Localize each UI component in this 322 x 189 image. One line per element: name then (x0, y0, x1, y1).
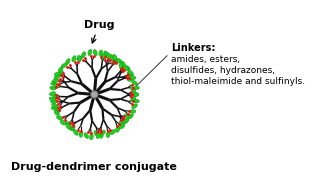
Ellipse shape (51, 100, 57, 103)
Ellipse shape (119, 124, 125, 129)
Ellipse shape (130, 87, 136, 92)
Ellipse shape (109, 54, 114, 60)
Ellipse shape (66, 123, 70, 129)
Ellipse shape (50, 86, 56, 90)
Ellipse shape (51, 106, 58, 110)
Ellipse shape (79, 131, 83, 137)
Ellipse shape (56, 106, 61, 112)
Ellipse shape (104, 51, 108, 57)
Ellipse shape (116, 126, 120, 132)
Ellipse shape (124, 66, 130, 70)
Ellipse shape (68, 125, 73, 131)
Ellipse shape (77, 56, 82, 61)
Ellipse shape (132, 104, 137, 108)
Ellipse shape (121, 61, 126, 67)
Ellipse shape (110, 129, 116, 135)
Ellipse shape (53, 84, 59, 88)
Ellipse shape (90, 133, 93, 140)
Ellipse shape (49, 97, 55, 101)
Ellipse shape (130, 97, 136, 102)
Text: amides, esters,
disulfides, hydrazones,
thiol-maleimide and sulfinyls.: amides, esters, disulfides, hydrazones, … (171, 55, 305, 87)
Ellipse shape (99, 50, 103, 56)
Ellipse shape (72, 56, 76, 62)
Ellipse shape (133, 86, 139, 90)
Ellipse shape (124, 114, 130, 118)
Ellipse shape (101, 53, 105, 59)
Ellipse shape (127, 77, 134, 81)
Ellipse shape (88, 49, 92, 56)
Ellipse shape (54, 110, 60, 116)
Ellipse shape (51, 81, 57, 85)
Ellipse shape (94, 131, 99, 136)
Ellipse shape (66, 59, 70, 65)
Ellipse shape (49, 91, 56, 96)
Ellipse shape (52, 103, 58, 108)
Ellipse shape (119, 120, 123, 126)
Ellipse shape (123, 118, 128, 124)
Ellipse shape (65, 122, 71, 125)
Ellipse shape (113, 54, 117, 61)
Ellipse shape (81, 52, 86, 58)
Text: Drug: Drug (84, 20, 114, 43)
Ellipse shape (54, 72, 61, 76)
Ellipse shape (106, 131, 110, 138)
Ellipse shape (132, 81, 137, 85)
Ellipse shape (123, 65, 128, 71)
Text: Drug-dendrimer conjugate: Drug-dendrimer conjugate (12, 162, 177, 172)
Ellipse shape (54, 75, 60, 79)
Ellipse shape (128, 70, 133, 75)
Ellipse shape (84, 133, 89, 139)
Ellipse shape (128, 114, 133, 119)
Text: Linkers:: Linkers: (171, 43, 215, 53)
Ellipse shape (112, 59, 118, 64)
Ellipse shape (133, 99, 139, 103)
Ellipse shape (60, 119, 65, 125)
Ellipse shape (119, 63, 123, 69)
Ellipse shape (77, 55, 81, 62)
Ellipse shape (132, 93, 139, 97)
Ellipse shape (61, 63, 67, 68)
Ellipse shape (96, 132, 100, 139)
Ellipse shape (123, 119, 129, 123)
Ellipse shape (58, 67, 63, 73)
Ellipse shape (52, 79, 59, 83)
Ellipse shape (106, 53, 110, 59)
Ellipse shape (73, 130, 78, 135)
Ellipse shape (100, 130, 105, 135)
Ellipse shape (56, 116, 63, 120)
Ellipse shape (129, 76, 136, 79)
Ellipse shape (116, 58, 122, 63)
Circle shape (90, 91, 98, 98)
Ellipse shape (59, 70, 63, 77)
Ellipse shape (52, 94, 58, 99)
Ellipse shape (127, 72, 133, 76)
Ellipse shape (132, 92, 139, 96)
Ellipse shape (99, 132, 103, 138)
Ellipse shape (71, 124, 75, 131)
Ellipse shape (93, 50, 97, 56)
Ellipse shape (129, 110, 136, 113)
